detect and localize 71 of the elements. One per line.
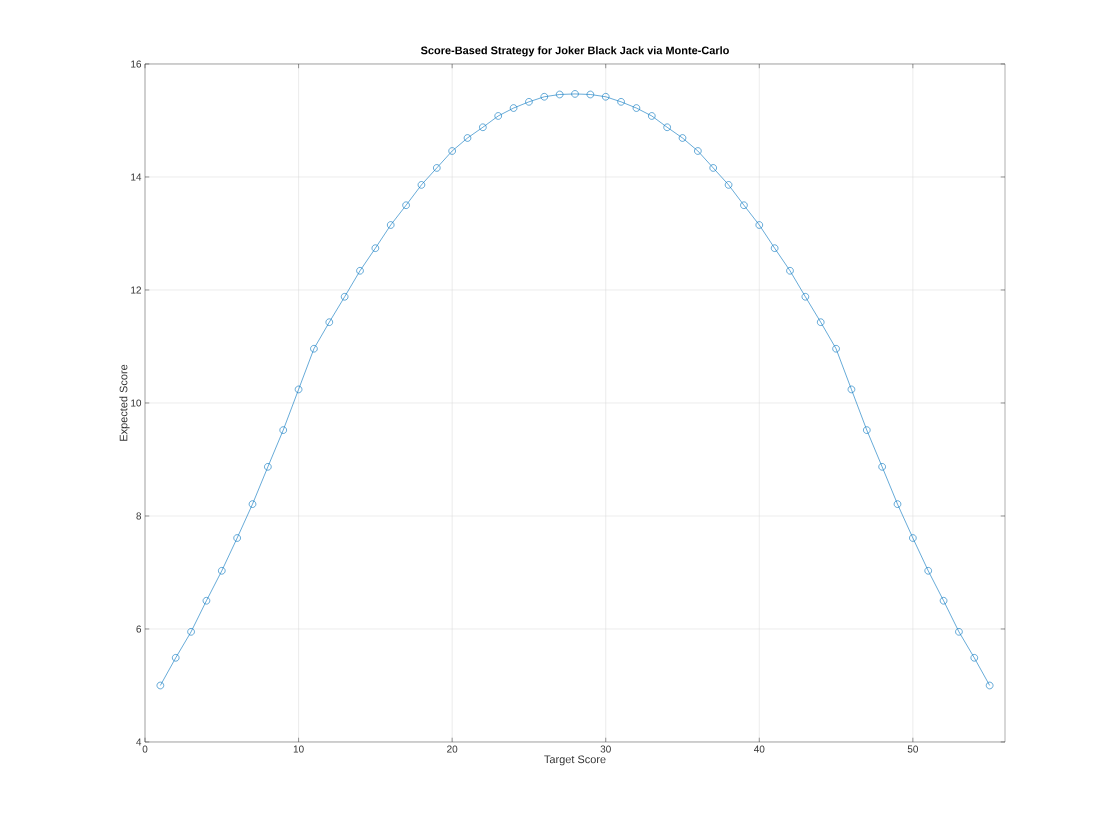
point <box>985 681 994 690</box>
point <box>264 463 272 471</box>
y-tick-label: 12 <box>131 286 141 294</box>
point <box>448 147 456 155</box>
point <box>955 628 963 636</box>
point <box>279 426 287 434</box>
point <box>617 98 625 106</box>
y-axis-title: Expected Score <box>119 364 130 441</box>
y-tick-label: 16 <box>131 60 142 68</box>
point <box>479 123 487 131</box>
point <box>847 385 856 394</box>
point <box>463 134 472 142</box>
point <box>525 98 533 106</box>
y-tick-label: 4 <box>136 738 142 746</box>
x-tick-label: 10 <box>293 745 304 753</box>
point <box>632 104 641 112</box>
point <box>540 93 548 101</box>
point <box>402 201 410 209</box>
point <box>433 164 441 172</box>
point <box>371 244 380 252</box>
point <box>694 147 702 155</box>
point <box>648 112 656 120</box>
point <box>494 112 502 120</box>
x-tick-label: 50 <box>907 745 919 753</box>
x-tick-label: 0 <box>142 745 148 753</box>
point <box>356 267 364 275</box>
point <box>417 181 426 189</box>
point <box>202 597 211 605</box>
point <box>740 201 748 209</box>
chart-title: Score-Based Strategy for Joker Black Jack via Monte-Carlo <box>420 46 729 57</box>
point <box>893 500 902 508</box>
point <box>156 681 165 690</box>
point <box>878 463 886 471</box>
point <box>340 293 349 301</box>
point <box>755 221 763 229</box>
point <box>678 134 687 142</box>
point <box>325 318 333 326</box>
point <box>663 123 671 131</box>
point <box>310 345 318 353</box>
point <box>832 345 840 353</box>
point <box>770 244 779 252</box>
point <box>939 597 948 605</box>
point <box>924 567 932 575</box>
point <box>602 93 610 101</box>
y-tick-label: 8 <box>136 512 142 520</box>
point <box>586 90 595 99</box>
point <box>801 293 810 301</box>
point <box>218 567 226 575</box>
point <box>294 385 303 394</box>
x-tick-label: 30 <box>600 745 611 753</box>
point <box>555 90 564 99</box>
point <box>970 654 978 662</box>
point <box>909 534 917 542</box>
y-tick-label: 10 <box>131 399 142 407</box>
point <box>509 104 518 112</box>
point <box>571 90 579 98</box>
point <box>817 318 825 326</box>
point <box>786 267 794 275</box>
point <box>724 181 733 189</box>
point <box>187 628 195 636</box>
x-axis-title: Target Score <box>544 755 606 766</box>
y-tick-label: 6 <box>136 625 142 633</box>
x-tick-label: 20 <box>447 745 458 753</box>
point <box>709 164 717 172</box>
point <box>172 654 180 662</box>
point <box>233 534 241 542</box>
y-tick-label: 14 <box>131 173 142 181</box>
point <box>248 500 257 508</box>
point <box>863 426 871 434</box>
point <box>387 221 395 229</box>
x-tick-label: 40 <box>753 745 765 753</box>
